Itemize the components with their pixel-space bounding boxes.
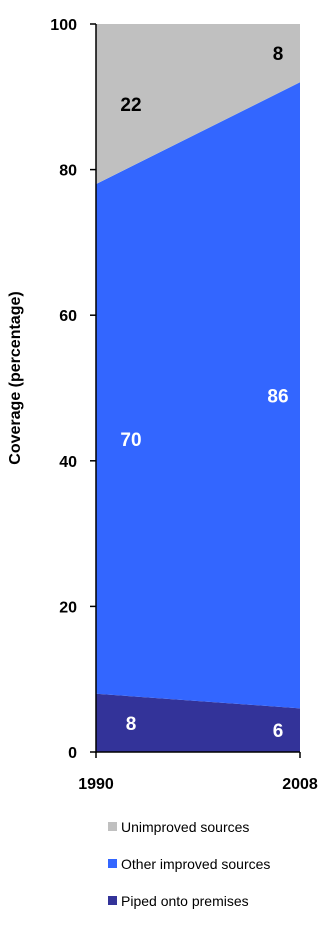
area-piped-onto-premises [96,693,300,752]
legend-swatch-other-improved [108,859,117,868]
y-tick-label-40: 40 [59,454,77,471]
axes: 0 20 40 60 80 100 1990 2008 [50,17,318,793]
legend-item-piped: Piped onto premises [108,890,270,911]
data-label-unimproved-sources-2008: 8 [273,44,284,65]
data-label-other-improved-sources-2008: 86 [267,386,288,407]
y-tick-label-60: 60 [59,308,77,325]
data-label-piped-onto-premises-2008: 6 [273,721,284,742]
data-label-piped-onto-premises-1990: 8 [126,714,137,735]
y-axis-label: Coverage (percentage) [7,291,24,464]
legend: Unimproved sources Other improved source… [108,816,270,927]
legend-label-other-improved: Other improved sources [121,855,271,872]
legend-swatch-piped [108,896,117,905]
data-label-other-improved-sources-1990: 70 [120,430,141,451]
legend-swatch-unimproved [108,822,117,831]
legend-item-other-improved: Other improved sources [108,853,270,874]
data-label-unimproved-sources-1990: 22 [120,95,141,116]
y-tick-label-100: 100 [50,17,77,34]
y-tick-label-80: 80 [59,163,77,180]
area-unimproved-sources [96,24,300,185]
legend-item-unimproved: Unimproved sources [108,816,270,837]
legend-label-piped: Piped onto premises [121,892,249,909]
area-other-improved-sources [96,82,300,709]
x-tick-label-1990: 1990 [78,776,114,793]
legend-label-unimproved: Unimproved sources [121,818,250,835]
area-layer [96,24,300,752]
y-tick-label-0: 0 [68,745,77,762]
y-tick-label-20: 20 [59,599,77,616]
x-tick-label-2008: 2008 [282,776,318,793]
